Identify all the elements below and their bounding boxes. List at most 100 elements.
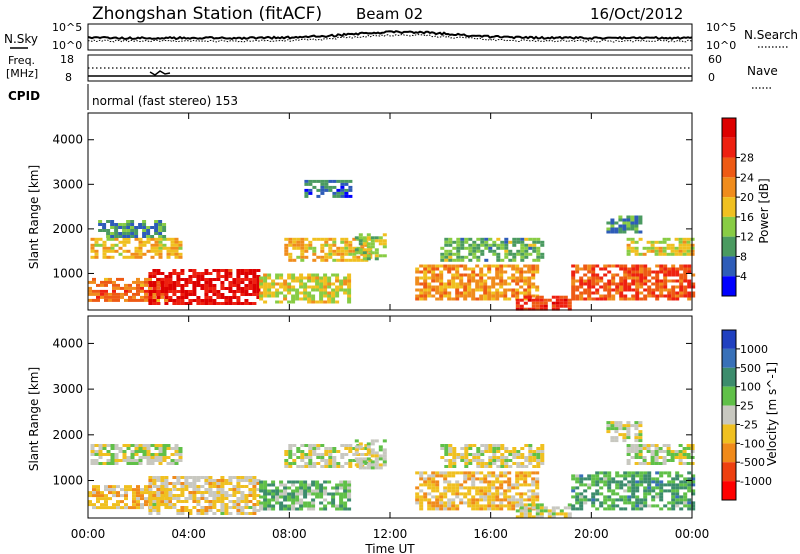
range-cell: [531, 307, 536, 311]
range-cell: [188, 269, 193, 272]
range-cell: [515, 480, 520, 484]
range-cell: [148, 281, 153, 284]
range-cell: [635, 480, 640, 484]
range-cell: [515, 291, 520, 295]
range-cell: [690, 450, 695, 453]
range-cell: [184, 296, 189, 299]
range-cell: [116, 298, 120, 302]
range-cell: [343, 480, 348, 484]
range-cell: [316, 188, 321, 192]
range-cell: [275, 273, 280, 277]
range-cell: [158, 235, 163, 238]
range-cell: [292, 459, 297, 462]
range-cell: [691, 483, 696, 487]
range-cell: [643, 504, 648, 508]
range-cell: [622, 230, 627, 234]
range-cell: [487, 285, 492, 289]
range-cell: [256, 278, 261, 281]
range-cell: [140, 283, 144, 287]
range-cell: [299, 507, 304, 511]
range-cell: [352, 258, 357, 262]
range-cell: [228, 296, 233, 299]
range-cell: [686, 444, 691, 447]
range-cell: [96, 283, 100, 287]
range-cell: [160, 485, 165, 488]
range-cell: [366, 236, 371, 240]
range-cell: [575, 474, 580, 478]
range-cell: [630, 240, 635, 244]
range-cell: [531, 471, 536, 475]
y-tick-label: 2000: [52, 222, 83, 236]
range-cell: [160, 272, 165, 275]
range-cell: [382, 451, 387, 455]
range-cell: [627, 276, 632, 280]
range-cell: [142, 447, 147, 450]
range-cell: [623, 498, 628, 502]
range-cell: [650, 456, 655, 459]
range-cell: [275, 282, 280, 286]
range-cell: [504, 249, 509, 253]
range-cell: [148, 491, 153, 494]
range-cell: [679, 264, 684, 268]
range-cell: [427, 474, 432, 478]
range-cell: [508, 258, 513, 262]
range-cell: [152, 269, 157, 272]
range-cell: [236, 485, 241, 488]
range-cell: [642, 252, 647, 256]
range-cell: [507, 498, 512, 502]
range-cell: [160, 482, 165, 485]
range-cell: [232, 302, 237, 305]
range-cell: [184, 281, 189, 284]
range-cell: [319, 276, 324, 280]
range-cell: [536, 252, 541, 256]
range-cell: [228, 494, 233, 497]
range-cell: [658, 249, 663, 253]
range-cell: [439, 264, 444, 268]
range-cell: [439, 495, 444, 499]
range-cell: [603, 288, 608, 292]
range-cell: [122, 450, 127, 453]
range-cell: [300, 444, 305, 447]
range-cell: [520, 462, 525, 465]
range-cell: [591, 291, 596, 295]
range-cell: [464, 444, 469, 447]
range-cell: [531, 515, 536, 519]
range-cell: [267, 294, 272, 298]
range-cell: [204, 287, 209, 290]
range-cell: [535, 295, 540, 299]
range-cell: [667, 288, 672, 292]
range-cell: [527, 509, 532, 513]
range-cell: [248, 293, 253, 296]
range-cell: [248, 482, 253, 485]
range-cell: [634, 215, 639, 219]
range-cell: [524, 243, 529, 247]
range-cell: [252, 491, 257, 494]
range-cell: [347, 489, 352, 493]
range-cell: [299, 279, 304, 283]
range-cell: [92, 289, 96, 293]
range-cell: [460, 447, 465, 450]
range-cell: [519, 285, 524, 289]
range-cell: [126, 255, 131, 259]
range-cell: [244, 278, 249, 281]
range-cell: [472, 444, 477, 447]
range-cell: [515, 304, 520, 308]
range-cell: [595, 297, 600, 301]
range-cell: [267, 501, 272, 505]
range-cell: [323, 273, 328, 277]
range-cell: [583, 483, 588, 487]
range-cell: [178, 240, 183, 244]
range-cell: [519, 495, 524, 499]
range-cell: [634, 224, 639, 228]
range-cell: [172, 293, 177, 296]
range-cell: [607, 483, 612, 487]
range-cell: [152, 284, 157, 287]
range-cell: [148, 506, 153, 509]
range-cell: [122, 249, 127, 253]
range-cell: [220, 269, 225, 272]
range-cell: [108, 298, 112, 302]
range-cell: [690, 252, 695, 256]
range-cell: [447, 285, 452, 289]
range-cell: [535, 301, 540, 305]
range-cell: [148, 296, 153, 299]
